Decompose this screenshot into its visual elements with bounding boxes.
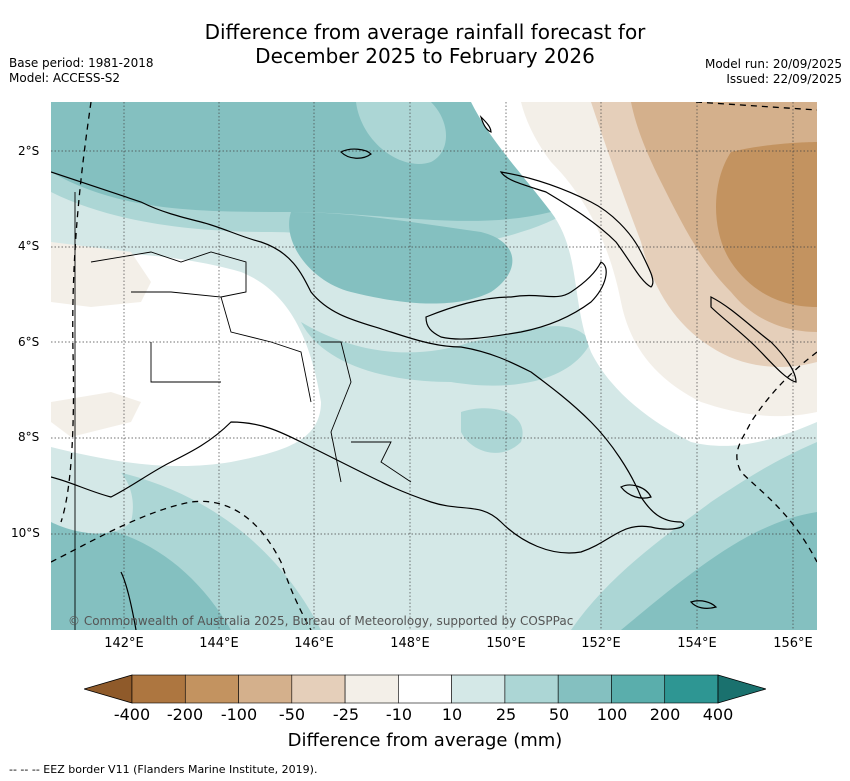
cb-tick-4: -25 — [332, 705, 360, 724]
cb-tick-10: 200 — [649, 705, 681, 724]
cb-tick-2: -100 — [220, 705, 258, 724]
lon-label-148e: 148°E — [390, 636, 430, 651]
title-line-1: Difference from average rainfall forecas… — [204, 20, 646, 44]
cb-tick-3: -50 — [278, 705, 306, 724]
lat-label-10s: 10°S — [11, 526, 40, 540]
lon-label-144e: 144°E — [199, 636, 239, 651]
region-25-50-north — [356, 102, 446, 164]
lon-label-150e: 150°E — [486, 636, 526, 651]
colorbar-bin-8 — [504, 674, 559, 704]
colorbar-bins — [131, 674, 719, 704]
cb-tick-0: -400 — [113, 705, 151, 724]
cb-tick-9: 100 — [596, 705, 628, 724]
province-borders — [74, 192, 412, 630]
coastlines — [51, 114, 797, 630]
cb-tick-6: 10 — [441, 705, 463, 724]
base-info: Base period: 1981-2018 Model: ACCESS-S2 — [9, 56, 154, 86]
map-title: Difference from average rainfall forecas… — [0, 20, 850, 68]
colorbar-bin-2 — [184, 674, 239, 704]
region-dry-west — [51, 242, 151, 307]
cb-tick-8: 50 — [548, 705, 570, 724]
lat-label-8s: 8°S — [18, 430, 40, 444]
colorbar-bin-5 — [344, 674, 399, 704]
colorbar-bin-7 — [451, 674, 506, 704]
eez-border — [51, 102, 817, 630]
title-line-2: December 2025 to February 2026 — [255, 44, 595, 68]
lat-label-2s: 2°S — [18, 144, 40, 158]
run-info: Model run: 20/09/2025 Issued: 22/09/2025 — [705, 57, 842, 87]
colorbar-label: Difference from average (mm) — [287, 730, 563, 751]
colorbar — [84, 674, 766, 704]
lat-label-4s: 4°S — [18, 239, 40, 253]
colorbar-bin-11 — [664, 674, 719, 704]
cb-tick-11: 400 — [702, 705, 734, 724]
region-50-100-central — [289, 212, 513, 304]
map-canvas — [51, 102, 817, 630]
model-run: Model run: 20/09/2025 — [704, 57, 842, 71]
eez-note: -- -- -- EEZ border V11 (Flanders Marine… — [9, 763, 318, 776]
lon-label-152e: 152°E — [581, 636, 621, 651]
colorbar-bin-3 — [238, 674, 293, 704]
colorbar-bin-10 — [611, 674, 666, 704]
region-25-50-south — [461, 408, 523, 453]
copyright-text: © Commonwealth of Australia 2025, Bureau… — [68, 614, 574, 628]
colorbar-below-min — [84, 674, 133, 704]
cb-tick-5: -10 — [385, 705, 413, 724]
colorbar-bin-9 — [557, 674, 612, 704]
issued-date: Issued: 22/09/2025 — [726, 72, 842, 86]
lon-label-156e: 156°E — [773, 636, 813, 651]
cb-tick-7: 25 — [495, 705, 517, 724]
base-period: Base period: 1981-2018 — [9, 56, 154, 70]
gridlines — [51, 102, 817, 630]
rainfall-map — [51, 102, 817, 630]
cb-tick-1: -200 — [166, 705, 204, 724]
lat-label-6s: 6°S — [18, 335, 40, 349]
lon-label-146e: 146°E — [294, 636, 334, 651]
model-name: Model: ACCESS-S2 — [9, 71, 121, 85]
colorbar-bin-6 — [398, 674, 452, 704]
colorbar-bin-1 — [131, 674, 186, 704]
lon-label-154e: 154°E — [677, 636, 717, 651]
lon-label-142e: 142°E — [104, 636, 144, 651]
region-10-25-west — [51, 450, 133, 534]
region-minus200-minus100 — [716, 142, 817, 307]
colorbar-above-max — [717, 674, 766, 704]
colorbar-bin-4 — [291, 674, 346, 704]
region-25-50-central — [301, 322, 591, 386]
